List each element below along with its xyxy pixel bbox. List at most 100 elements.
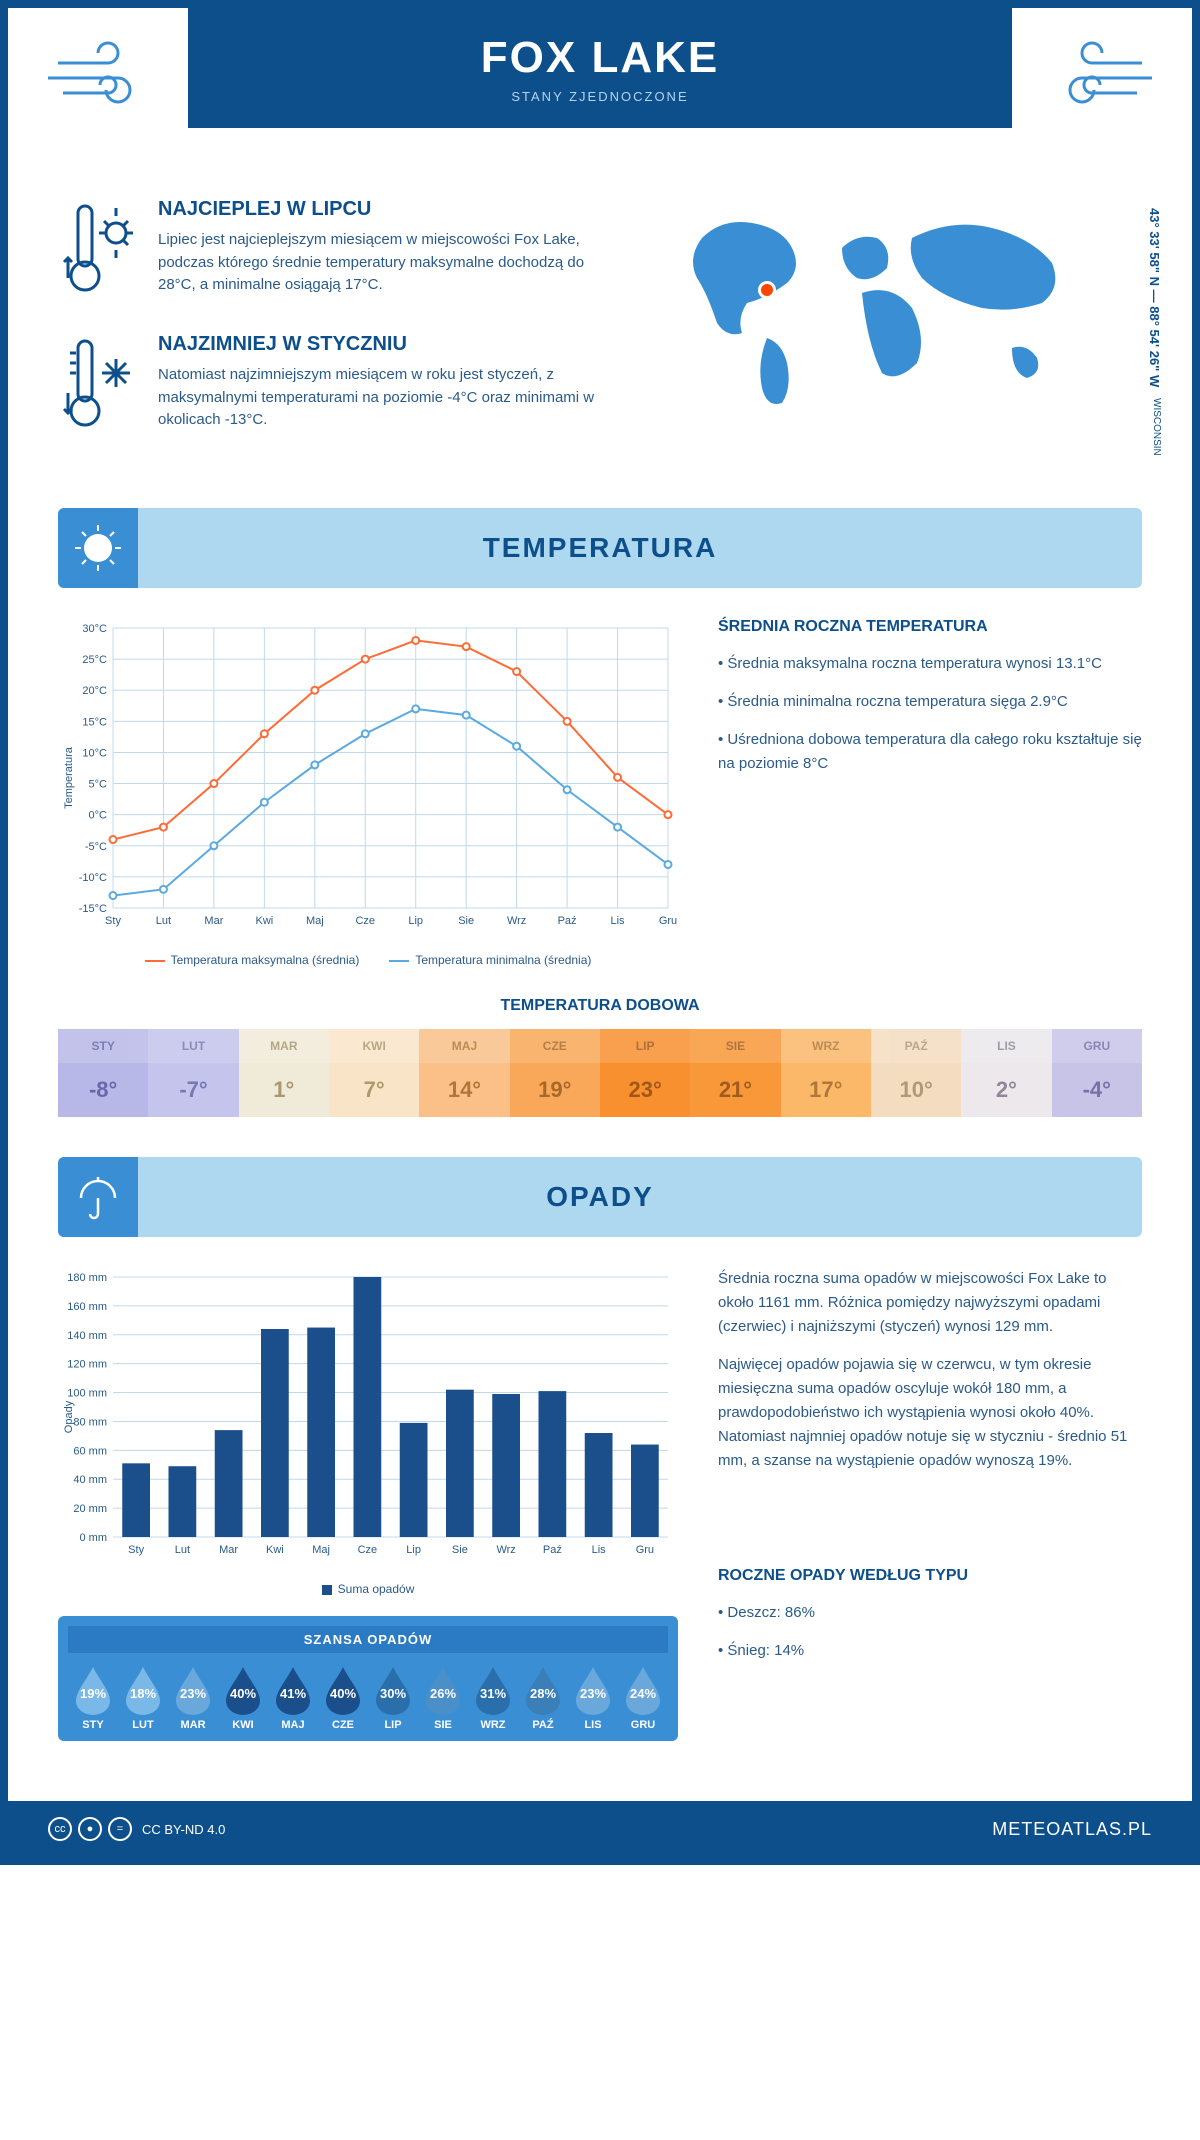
rain-chance-drop: 26%SIE: [418, 1663, 468, 1731]
nd-icon: =: [108, 1817, 132, 1841]
svg-text:10°C: 10°C: [82, 747, 107, 759]
daily-temp-cell: SIE21°: [690, 1029, 780, 1117]
svg-text:160 mm: 160 mm: [67, 1301, 107, 1313]
rain-chance-drop: 40%CZE: [318, 1663, 368, 1731]
temperature-section-header: TEMPERATURA: [58, 508, 1142, 588]
svg-text:120 mm: 120 mm: [67, 1359, 107, 1371]
rain-text-2: Najwięcej opadów pojawia się w czerwcu, …: [718, 1353, 1142, 1473]
svg-text:0°C: 0°C: [89, 810, 108, 822]
cc-icons: cc ● =: [48, 1817, 132, 1841]
page-title: FOX LAKE: [481, 33, 719, 83]
daily-temp-table: STY-8°LUT-7°MAR1°KWI7°MAJ14°CZE19°LIP23°…: [58, 1029, 1142, 1117]
svg-text:15°C: 15°C: [82, 716, 107, 728]
svg-text:140 mm: 140 mm: [67, 1330, 107, 1342]
svg-text:Kwi: Kwi: [266, 1544, 284, 1556]
svg-text:Mar: Mar: [204, 915, 223, 927]
legend-min: Temperatura minimalna (średnia): [389, 953, 591, 967]
temp-sidebar-item: • Średnia maksymalna roczna temperatura …: [718, 652, 1142, 676]
svg-text:Sty: Sty: [128, 1544, 144, 1556]
cold-month-block: NAJZIMNIEJ W STYCZNIU Natomiast najzimni…: [58, 333, 622, 438]
rain-chance-drop: 41%MAJ: [268, 1663, 318, 1731]
world-map: [662, 198, 1082, 418]
page-frame: FOX LAKE STANY ZJEDNOCZONE NAJCIEPLEJ W …: [0, 0, 1200, 1865]
rain-chance-drop: 24%GRU: [618, 1663, 668, 1731]
daily-temp-cell: CZE19°: [510, 1029, 600, 1117]
svg-text:100 mm: 100 mm: [67, 1388, 107, 1400]
svg-text:-15°C: -15°C: [79, 903, 107, 915]
daily-temp-cell: LUT-7°: [148, 1029, 238, 1117]
svg-text:Lip: Lip: [408, 915, 423, 927]
avg-temp-title: ŚREDNIA ROCZNA TEMPERATURA: [718, 618, 1142, 636]
svg-text:Sie: Sie: [452, 1544, 468, 1556]
rain-chance-drop: 40%KWI: [218, 1663, 268, 1731]
daily-temp-cell: KWI7°: [329, 1029, 419, 1117]
page-subtitle: STANY ZJEDNOCZONE: [511, 89, 688, 104]
rain-chance-title: SZANSA OPADÓW: [68, 1626, 668, 1653]
wind-decoration-right: [1042, 38, 1162, 118]
legend-rain: Suma opadów: [322, 1582, 415, 1596]
svg-text:Sie: Sie: [458, 915, 474, 927]
temp-sidebar-item: • Średnia minimalna roczna temperatura s…: [718, 690, 1142, 714]
region-label: WISCONSIN: [1151, 398, 1162, 456]
daily-temp-cell: MAJ14°: [419, 1029, 509, 1117]
rain-legend: Suma opadów: [58, 1582, 678, 1596]
precipitation-bar-chart: 0 mm20 mm40 mm60 mm80 mm100 mm120 mm140 …: [58, 1267, 678, 1596]
temperature-line-chart: -15°C-10°C-5°C0°C5°C10°C15°C20°C25°C30°C…: [58, 618, 678, 967]
svg-text:Cze: Cze: [358, 1544, 378, 1556]
svg-text:Mar: Mar: [219, 1544, 238, 1556]
daily-temp-cell: LIS2°: [961, 1029, 1051, 1117]
svg-text:Lip: Lip: [406, 1544, 421, 1556]
sun-icon: [58, 508, 138, 588]
cold-title: NAJZIMNIEJ W STYCZNIU: [158, 333, 622, 356]
svg-text:Cze: Cze: [355, 915, 375, 927]
by-icon: ●: [78, 1817, 102, 1841]
title-banner: FOX LAKE STANY ZJEDNOCZONE: [188, 8, 1012, 128]
svg-text:Gru: Gru: [636, 1544, 654, 1556]
temp-sidebar-item: • Uśredniona dobowa temperatura dla całe…: [718, 728, 1142, 776]
daily-temp-cell: GRU-4°: [1052, 1029, 1142, 1117]
svg-text:Lut: Lut: [175, 1544, 190, 1556]
svg-text:Opady: Opady: [63, 1400, 75, 1433]
hot-month-block: NAJCIEPLEJ W LIPCU Lipiec jest najcieple…: [58, 198, 622, 303]
rain-by-type-title: ROCZNE OPADY WEDŁUG TYPU: [718, 1567, 1142, 1585]
hot-text: Lipiec jest najcieplejszym miesiącem w m…: [158, 229, 622, 297]
hot-title: NAJCIEPLEJ W LIPCU: [158, 198, 622, 221]
svg-text:20 mm: 20 mm: [73, 1503, 107, 1515]
svg-text:30°C: 30°C: [82, 623, 107, 635]
site-name: METEOATLAS.PL: [992, 1819, 1152, 1840]
daily-temp-cell: LIP23°: [600, 1029, 690, 1117]
svg-text:Maj: Maj: [306, 915, 324, 927]
svg-text:-5°C: -5°C: [85, 841, 107, 853]
rain-chance-drop: 18%LUT: [118, 1663, 168, 1731]
cc-icon: cc: [48, 1817, 72, 1841]
svg-text:5°C: 5°C: [89, 779, 108, 791]
svg-text:Lis: Lis: [592, 1544, 607, 1556]
svg-text:Wrz: Wrz: [496, 1544, 515, 1556]
daily-temp-title: TEMPERATURA DOBOWA: [58, 997, 1142, 1015]
footer: cc ● = CC BY-ND 4.0 METEOATLAS.PL: [8, 1801, 1192, 1857]
rain-type-item: • Deszcz: 86%: [718, 1601, 1142, 1625]
daily-temp-cell: MAR1°: [239, 1029, 329, 1117]
umbrella-icon: [58, 1157, 138, 1237]
rain-chance-drop: 19%STY: [68, 1663, 118, 1731]
svg-text:Paź: Paź: [543, 1544, 562, 1556]
svg-text:Temperatura: Temperatura: [63, 746, 75, 809]
svg-text:Wrz: Wrz: [507, 915, 526, 927]
rain-chance-drop: 23%MAR: [168, 1663, 218, 1731]
svg-text:Maj: Maj: [312, 1544, 330, 1556]
rain-chance-drop: 31%WRZ: [468, 1663, 518, 1731]
temp-legend: Temperatura maksymalna (średnia) Tempera…: [58, 953, 678, 967]
svg-text:Sty: Sty: [105, 915, 121, 927]
svg-text:Paź: Paź: [558, 915, 577, 927]
license-text: CC BY-ND 4.0: [142, 1822, 225, 1837]
rain-chance-drop: 30%LIP: [368, 1663, 418, 1731]
svg-text:60 mm: 60 mm: [73, 1445, 107, 1457]
legend-max: Temperatura maksymalna (średnia): [145, 953, 360, 967]
svg-text:0 mm: 0 mm: [80, 1532, 108, 1544]
cold-text: Natomiast najzimniejszym miesiącem w rok…: [158, 364, 622, 432]
svg-text:180 mm: 180 mm: [67, 1272, 107, 1284]
rain-chance-drop: 28%PAŹ: [518, 1663, 568, 1731]
thermometer-cold-icon: [58, 333, 138, 438]
svg-text:Gru: Gru: [659, 915, 677, 927]
svg-text:25°C: 25°C: [82, 654, 107, 666]
